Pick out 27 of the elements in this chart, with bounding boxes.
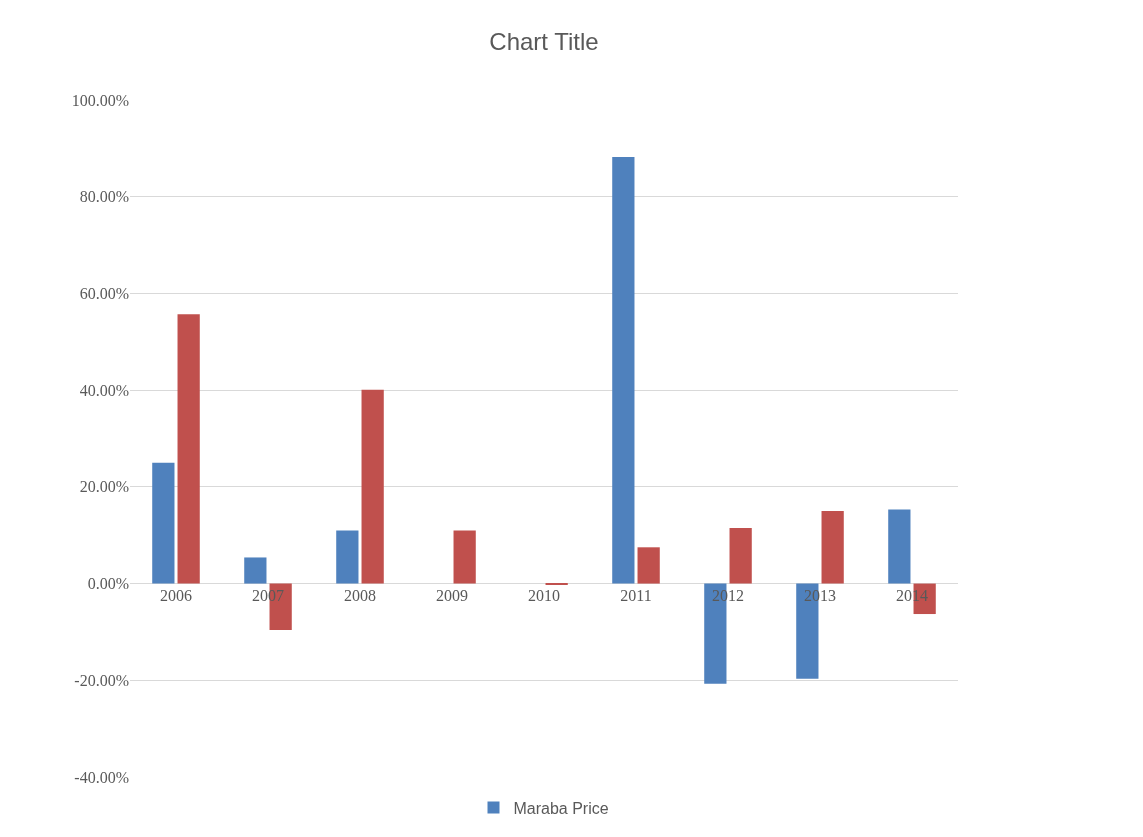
bar [453, 530, 476, 584]
y-tick-label: 20.00% [79, 478, 129, 496]
bar [244, 557, 267, 584]
bar [545, 583, 568, 586]
bar [336, 530, 359, 584]
y-tick-label: 100.00% [71, 91, 129, 109]
bar [152, 462, 175, 584]
x-tick-label: 2011 [620, 586, 652, 604]
bar [612, 157, 635, 584]
bar [729, 527, 752, 584]
bar [888, 509, 911, 584]
bar [361, 389, 384, 584]
bar [821, 511, 844, 584]
y-tick-label: 40.00% [79, 381, 129, 399]
y-tick-label: 0.00% [87, 575, 129, 593]
bar [637, 547, 660, 584]
y-tick-label: 60.00% [79, 285, 129, 303]
y-tick-label: -40.00% [74, 768, 129, 786]
x-tick-label: 2008 [344, 586, 376, 604]
x-tick-label: 2006 [160, 586, 192, 604]
chart-title: Chart Title [489, 28, 599, 56]
y-tick-label: -20.00% [74, 671, 129, 689]
legend-label: Maraba Price [513, 799, 609, 817]
y-tick-label: 80.00% [79, 188, 129, 206]
bar [177, 314, 200, 584]
x-tick-label: 2009 [436, 586, 468, 604]
x-tick-label: 2010 [528, 586, 560, 604]
